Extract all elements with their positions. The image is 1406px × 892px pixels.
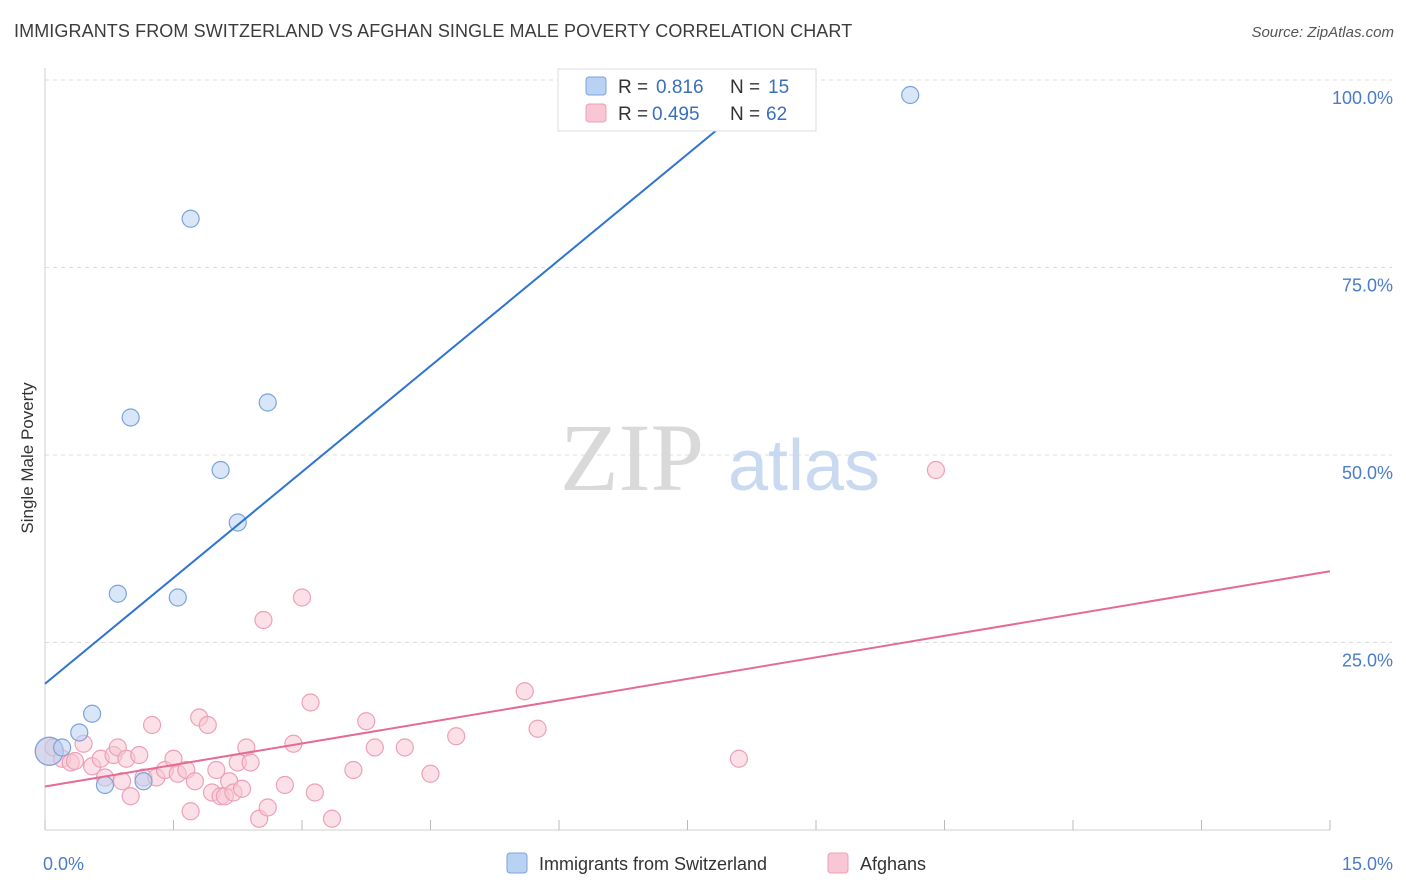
- switzerland-point: [211, 460, 230, 480]
- afghans-point: [292, 588, 312, 607]
- switzerland-point: [53, 738, 72, 757]
- afghans-point: [232, 779, 252, 798]
- legend-r-value: 0.495: [652, 104, 700, 125]
- switzerland-point: [228, 513, 247, 532]
- switzerland-point: [83, 704, 102, 723]
- legend-swatch-afghans: [827, 852, 849, 874]
- afghans-trend-line: [44, 570, 1331, 788]
- afghans-point: [207, 760, 226, 780]
- afghans-point: [926, 460, 946, 480]
- afghans-point: [357, 712, 376, 731]
- switzerland-point: [95, 775, 115, 795]
- watermark: ZIP atlas: [560, 404, 880, 511]
- y-tick-label: 50.0%: [1342, 463, 1393, 483]
- switzerland-point: [168, 588, 187, 607]
- legend-n-value: 15: [768, 77, 789, 98]
- legend-swatch-switzerland: [585, 76, 607, 96]
- afghans-point: [365, 738, 384, 757]
- correlation-legend: R = 0.816 N = 15 R = 0.495 N = 62: [557, 68, 817, 132]
- legend-r-label: R =: [618, 104, 648, 125]
- afghans-point: [198, 715, 217, 735]
- legend-r-label: R =: [618, 77, 648, 98]
- legend-label-afghans: Afghans: [860, 854, 926, 874]
- legend-swatch-afghans: [585, 103, 607, 123]
- x-tick-label: 0.0%: [43, 854, 84, 874]
- afghans-point: [254, 610, 273, 630]
- switzerland-point: [121, 408, 140, 427]
- switzerland-point: [258, 393, 277, 412]
- gridlines: [45, 79, 1392, 643]
- x-tick-label: 15.0%: [1342, 854, 1393, 874]
- chart-title: IMMIGRANTS FROM SWITZERLAND VS AFGHAN SI…: [14, 21, 853, 41]
- switzerland-trend-line: [44, 79, 779, 685]
- switzerland-point: [70, 723, 89, 742]
- legend-n-value: 62: [766, 104, 787, 125]
- afghans-point: [181, 802, 200, 821]
- afghans-point: [241, 753, 260, 772]
- legend-swatch-switzerland: [506, 852, 528, 874]
- switzerland-point: [181, 209, 200, 228]
- afghans-point: [275, 775, 294, 795]
- afghans-point: [322, 809, 342, 828]
- afghans-point: [395, 738, 414, 757]
- legend-r-value: 0.816: [656, 77, 704, 98]
- switzerland-point: [134, 772, 153, 791]
- afghans-point: [729, 749, 749, 768]
- axes: [44, 68, 1331, 831]
- y-tick-label: 25.0%: [1342, 651, 1393, 671]
- afghans-point: [515, 682, 534, 701]
- legend-label-switzerland: Immigrants from Switzerland: [539, 854, 767, 874]
- y-tick-label: 100.0%: [1332, 88, 1393, 108]
- switzerland-point: [901, 85, 920, 105]
- afghans-point: [305, 783, 324, 802]
- x-tick-labels: 0.0% 15.0%: [43, 854, 1393, 874]
- source-credit: Source: ZipAtlas.com: [1251, 24, 1394, 41]
- afghans-point: [301, 693, 320, 712]
- afghans-point: [185, 772, 205, 791]
- afghans-point: [121, 787, 140, 806]
- trend-lines: [44, 79, 1331, 788]
- afghans-point: [447, 727, 466, 746]
- afghans-point: [344, 760, 363, 780]
- watermark-atlas: atlas: [728, 426, 880, 506]
- legend-n-label: N =: [730, 104, 760, 125]
- afghans-point: [528, 719, 547, 738]
- series-legend: Immigrants from Switzerland Afghans: [506, 852, 926, 874]
- y-tick-label: 75.0%: [1342, 276, 1393, 296]
- watermark-zip: ZIP: [560, 404, 704, 511]
- switzerland-point: [108, 584, 127, 603]
- legend-n-label: N =: [730, 77, 760, 98]
- afghans-point: [258, 798, 277, 817]
- afghans-points: [34, 460, 946, 828]
- afghans-point: [130, 745, 149, 765]
- afghans-point: [65, 751, 85, 771]
- afghans-point: [142, 715, 162, 735]
- y-tick-labels: 25.0% 50.0% 75.0% 100.0%: [1332, 88, 1393, 671]
- afghans-point: [421, 764, 440, 783]
